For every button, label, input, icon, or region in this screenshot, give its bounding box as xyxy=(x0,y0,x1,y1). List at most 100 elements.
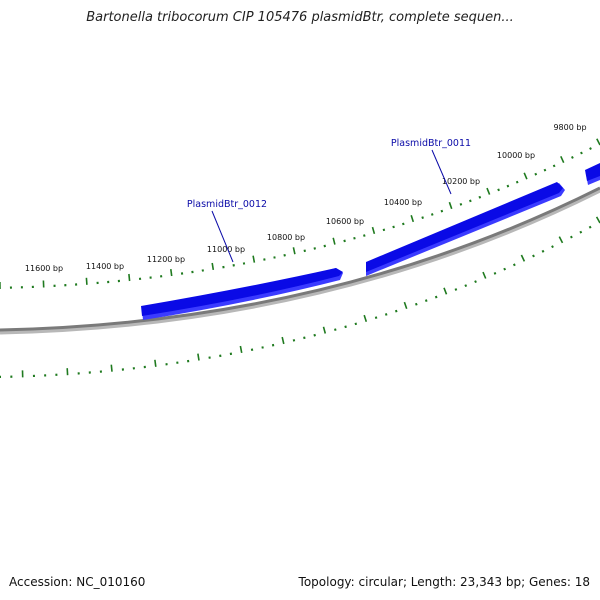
minor-tick xyxy=(303,336,306,340)
major-tick xyxy=(281,336,285,345)
inner-tick-ring xyxy=(0,138,600,289)
minor-tick xyxy=(579,230,583,234)
major-tick xyxy=(239,345,243,354)
minor-tick xyxy=(292,339,296,342)
minor-tick xyxy=(414,302,418,306)
minor-tick xyxy=(532,254,535,258)
major-tick xyxy=(482,271,487,279)
tick-label: 10200 bp xyxy=(442,177,480,186)
minor-tick xyxy=(392,225,395,229)
minor-tick xyxy=(384,313,388,316)
minor-tick xyxy=(394,309,398,313)
major-tick xyxy=(448,201,453,210)
accession-text: Accession: NC_010160 xyxy=(9,575,146,589)
tick-label: 11600 bp xyxy=(25,264,63,273)
major-tick xyxy=(85,277,88,285)
major-tick xyxy=(170,268,173,277)
minor-tick xyxy=(334,328,337,331)
major-tick xyxy=(197,353,200,361)
minor-tick xyxy=(512,263,516,267)
minor-tick xyxy=(440,209,444,213)
major-tick xyxy=(560,155,565,164)
tick-label: 9800 bp xyxy=(553,123,586,132)
tick-label: 10800 bp xyxy=(267,233,305,242)
gene-arrow xyxy=(366,182,563,272)
major-tick xyxy=(410,214,415,223)
major-tick xyxy=(443,287,448,295)
minor-tick xyxy=(506,184,510,188)
minor-tick xyxy=(589,147,592,150)
minor-tick xyxy=(454,288,458,291)
minor-tick xyxy=(469,199,472,203)
plasmid-backbone xyxy=(0,186,600,332)
major-tick xyxy=(322,326,327,334)
minor-tick xyxy=(343,239,346,243)
minor-tick xyxy=(283,253,286,257)
tick-label: 11400 bp xyxy=(86,262,124,271)
minor-tick xyxy=(580,151,583,155)
minor-tick xyxy=(374,316,378,319)
minor-tick xyxy=(363,234,366,237)
minor-tick xyxy=(588,225,592,229)
minor-tick xyxy=(543,168,547,172)
gene-label: PlasmidBtr_0011 xyxy=(391,138,471,149)
topology-summary: Topology: circular; Length: 23,343 bp; G… xyxy=(298,575,590,589)
minor-tick xyxy=(354,322,358,326)
gene-leader-line xyxy=(211,210,234,263)
minor-tick xyxy=(534,172,538,176)
minor-tick xyxy=(353,236,356,240)
gene-arrow xyxy=(141,268,343,316)
minor-tick xyxy=(344,325,347,329)
minor-tick xyxy=(493,272,497,275)
map-title: Bartonella tribocorum CIP 105476 plasmid… xyxy=(86,10,514,25)
major-tick xyxy=(252,255,256,263)
minor-tick xyxy=(250,348,254,352)
minor-tick xyxy=(570,235,573,239)
minor-tick xyxy=(478,195,482,199)
minor-tick xyxy=(551,245,554,249)
minor-tick xyxy=(313,333,316,337)
gene-label: PlasmidBtr_0012 xyxy=(187,199,267,210)
major-tick xyxy=(523,172,528,180)
minor-tick xyxy=(459,202,463,206)
label-layer: 9800 bp 10000 bp 10200 bp 10400 bp 10600 bp 1… xyxy=(25,123,587,273)
tick-label: 11200 bp xyxy=(147,255,185,264)
tick-label: 10400 bp xyxy=(384,198,422,207)
minor-tick xyxy=(497,188,500,192)
minor-tick xyxy=(541,249,545,253)
major-tick xyxy=(363,314,368,323)
gene-layer xyxy=(141,163,600,320)
minor-tick xyxy=(515,180,519,184)
tick-label: 10000 bp xyxy=(497,151,535,160)
outer-tick-ring xyxy=(0,216,600,378)
minor-tick xyxy=(382,228,386,232)
gene-leader-line xyxy=(431,149,452,195)
backbone-shadow xyxy=(0,187,600,335)
minor-tick xyxy=(464,284,468,288)
major-tick xyxy=(371,226,376,235)
minor-tick xyxy=(474,280,477,284)
tick-label: 10600 bp xyxy=(326,217,364,226)
minor-tick xyxy=(430,213,434,216)
minor-tick xyxy=(552,164,556,168)
minor-tick xyxy=(402,222,405,226)
major-tick xyxy=(128,273,131,282)
major-tick xyxy=(558,236,564,244)
major-tick xyxy=(595,216,600,224)
major-tick xyxy=(596,138,600,146)
minor-tick xyxy=(503,267,507,271)
minor-tick xyxy=(434,295,438,299)
major-tick xyxy=(154,359,157,367)
major-tick xyxy=(110,364,113,372)
major-tick xyxy=(332,237,336,245)
minor-tick xyxy=(303,249,306,253)
major-tick xyxy=(520,254,526,262)
minor-tick xyxy=(313,247,316,250)
gene-arrow xyxy=(585,163,600,181)
minor-tick xyxy=(323,244,326,248)
tick-label: 11000 bp xyxy=(207,245,245,254)
major-tick xyxy=(292,247,296,255)
major-tick xyxy=(403,301,408,310)
minor-tick xyxy=(571,155,574,159)
minor-tick xyxy=(424,299,428,303)
